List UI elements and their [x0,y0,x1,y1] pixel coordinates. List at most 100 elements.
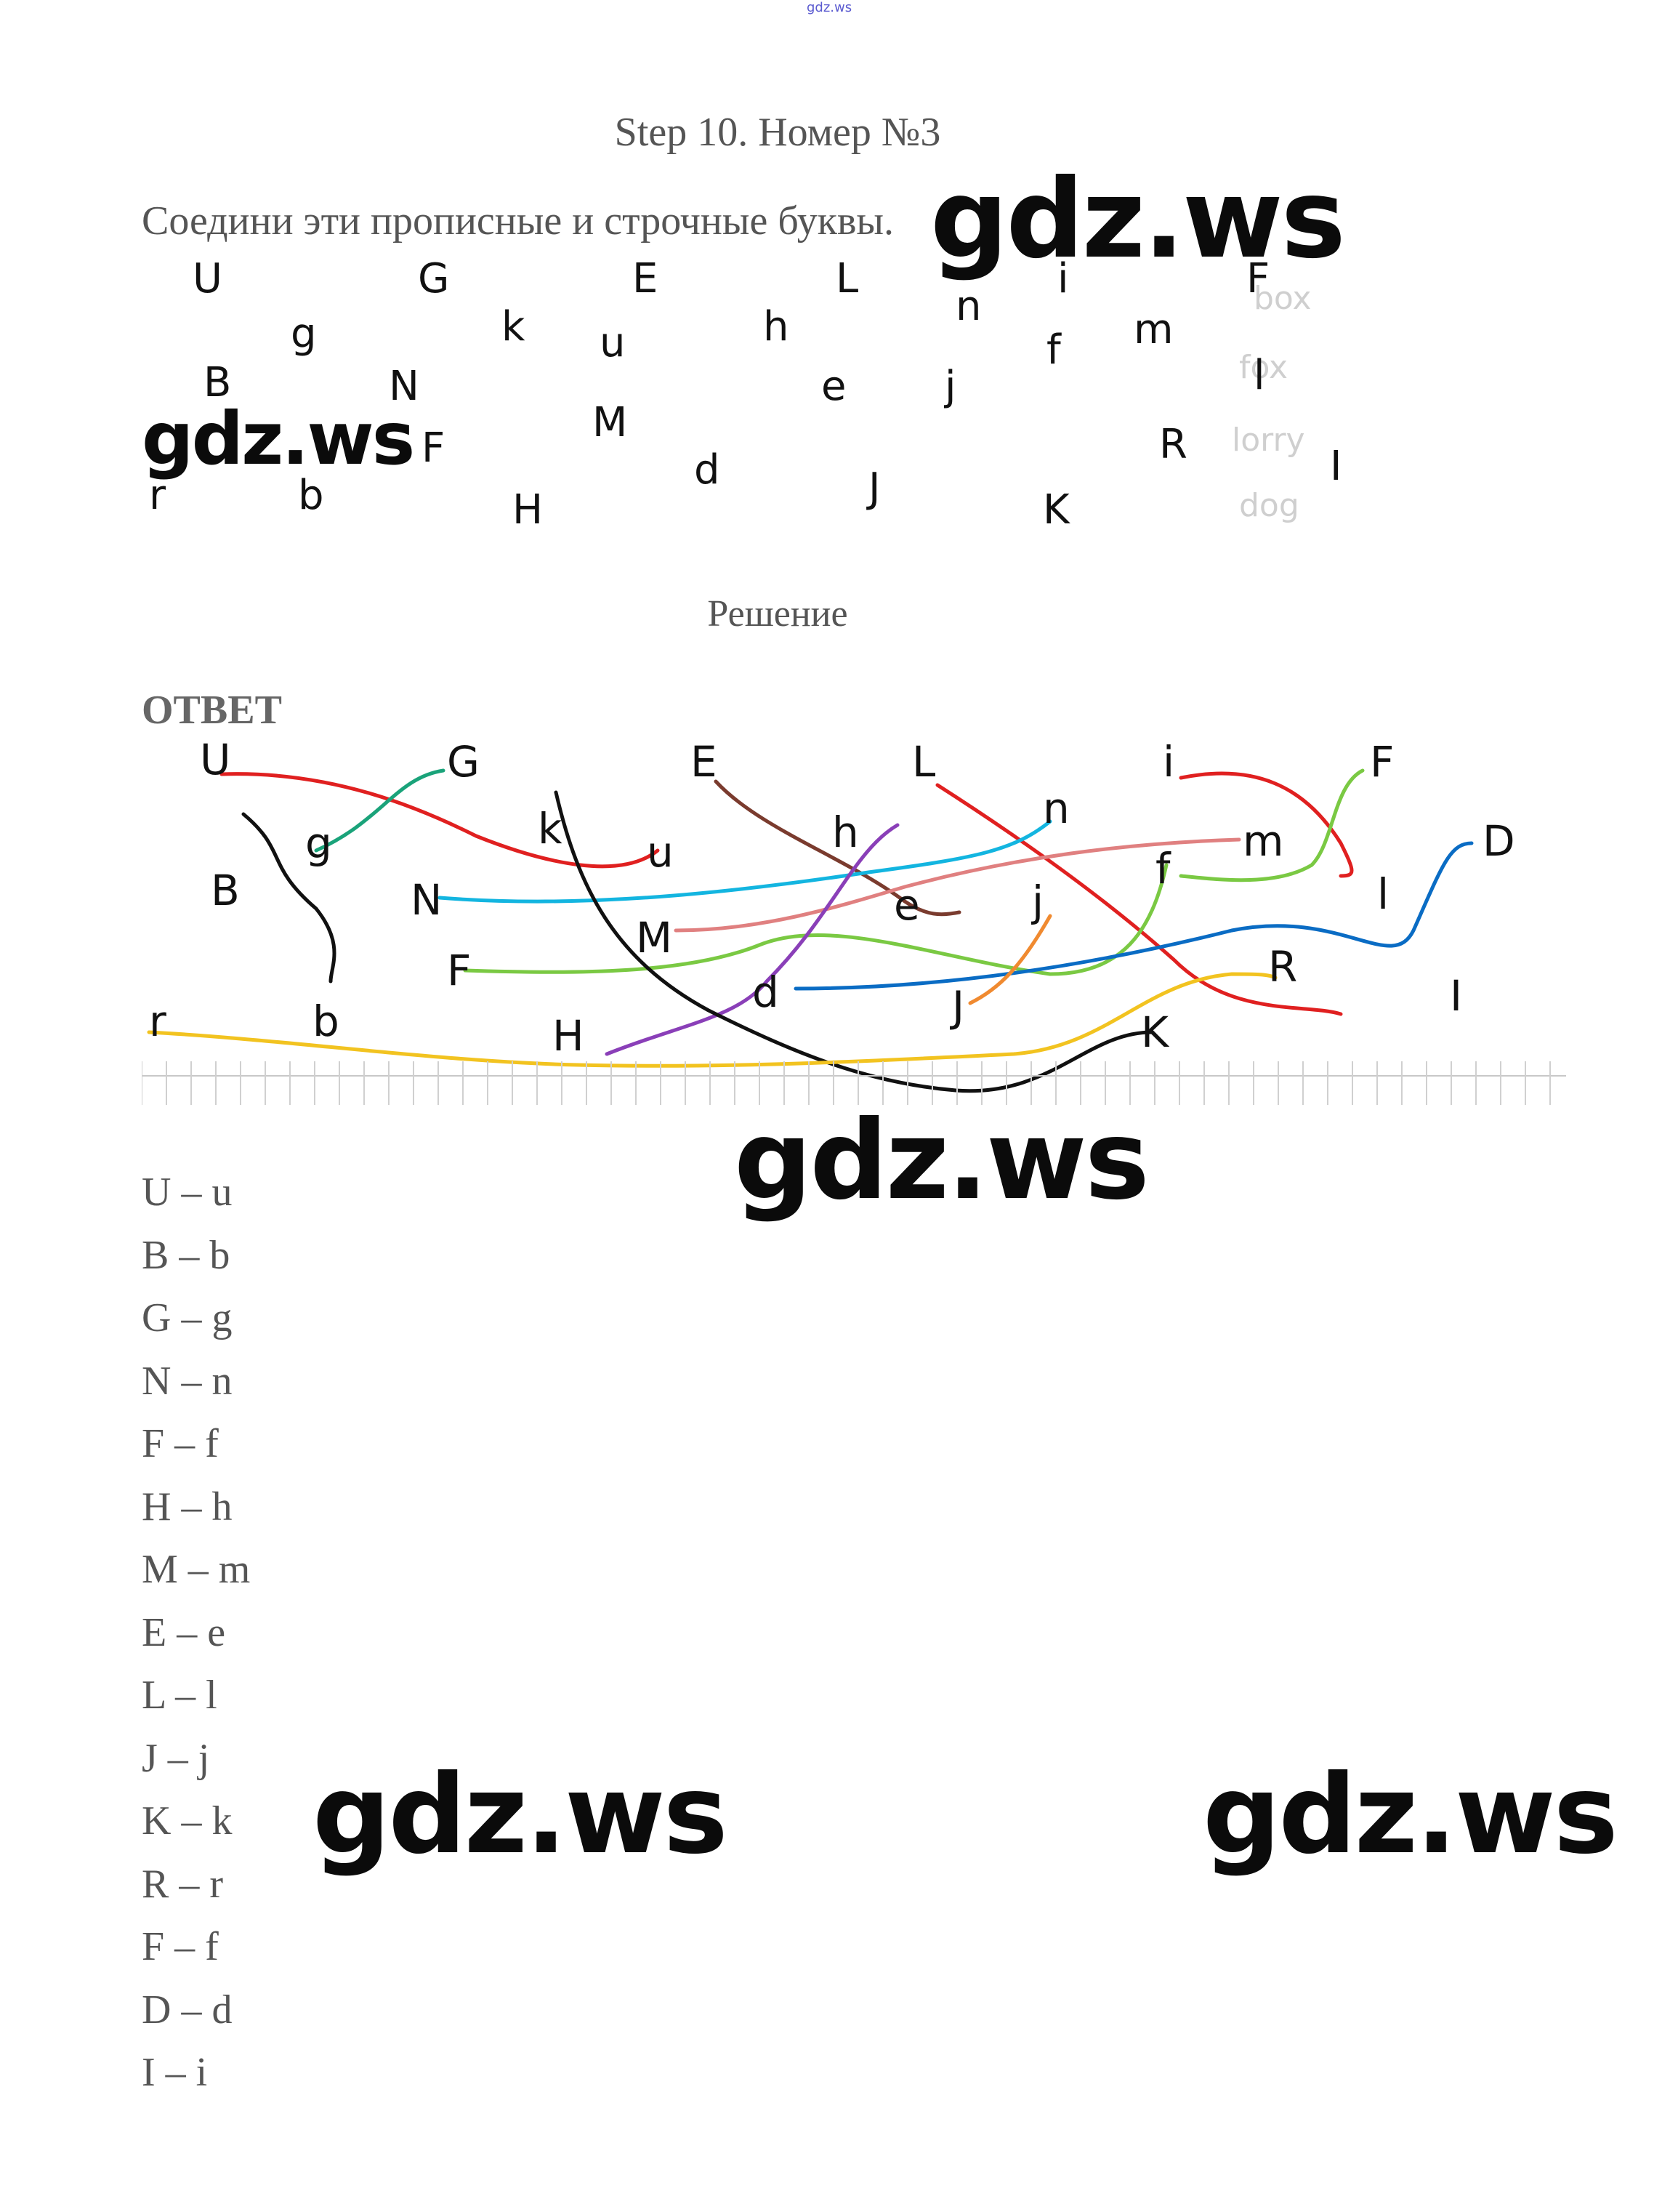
letter: F [1246,255,1270,302]
letter: N [389,363,419,410]
letter: E [632,255,658,302]
line-E-e [714,779,961,917]
watermark: gdz.ws [930,156,1346,283]
letter: i [1163,741,1174,787]
watermark: gdz.ws [734,1098,1150,1224]
page-title: Step 10. Номер №3 [614,110,941,155]
letter: i [1057,255,1069,302]
answer-pair: M – m [142,1547,251,1592]
solution-heading: Решение [707,593,848,635]
letter: J [950,982,964,1031]
letter: U [193,255,222,302]
letter: I [1450,971,1462,1021]
letter: G [447,741,480,787]
bg-word: dog [1239,487,1299,524]
answer-pair: L – l [142,1673,217,1718]
answer-matching-image: U G E L i F g k u h n m D f B N e j l M … [142,741,1566,1105]
letter: F [447,946,471,995]
letter: m [1243,816,1284,866]
line-L-l [935,783,1343,1016]
letter: L [912,741,935,787]
letter: h [763,303,789,350]
line-i-I [1179,771,1354,878]
line-r-R [147,972,1278,1068]
line-k-K [554,790,1154,1093]
line-N-n [437,819,1052,904]
letter: L [836,255,858,302]
answer-pairs-list: U – u B – b G – g N – n F – f H – h M – … [142,1167,250,2110]
answer-pair: U – u [142,1170,233,1215]
letter: B [203,359,231,406]
letter: h [832,808,859,857]
line-d-D [794,841,1474,991]
letter: F [1370,741,1394,787]
letter: u [600,319,626,366]
letter: n [956,283,982,330]
letter: K [1141,1008,1170,1057]
letter: j [943,363,956,410]
line-B-b [241,812,336,984]
answer-pair: I – i [142,2050,208,2095]
answer-pair: K – k [142,1798,233,1843]
letter: G [418,255,449,302]
letter: F [421,425,445,472]
line-H-h [605,823,900,1056]
answer-pair: J – j [142,1735,210,1781]
answer-label: ОТВЕТ [142,688,282,733]
letter: u [647,827,674,877]
exercise-instruction: Соедини эти прописные и строчные буквы. [142,198,895,244]
letter: d [752,968,779,1017]
line-J-j [968,914,1052,1005]
line-F-f [463,863,1169,976]
letter: m [1134,306,1174,353]
letter: g [291,310,317,358]
answer-pair: H – h [142,1484,233,1529]
ruler-ticks [142,1061,1551,1105]
letter: k [538,804,562,853]
bg-word: fox [1239,349,1288,386]
bg-word: lorry [1232,422,1305,459]
letter: M [636,913,672,962]
bg-word: box [1254,280,1312,317]
letter: r [149,997,166,1046]
answer-pair: F – f [142,1924,219,1969]
answer-pair: R – r [142,1861,223,1907]
watermark: gdz.ws [312,1752,728,1878]
letter: H [552,1011,584,1061]
letter: B [211,866,240,915]
answer-pair: B – b [142,1232,230,1278]
letter: U [200,741,230,784]
letter: r [149,472,166,519]
letter: l [1254,352,1265,399]
answer-pair: D – d [142,1987,233,2032]
line-M-m [674,837,1241,933]
answer-pair: N – n [142,1358,233,1404]
exercise-letters-image: box fox lorry dog U G E L i F g k u h n … [149,255,1342,534]
letter: R [1159,421,1187,468]
watermark: gdz.ws [1203,1752,1618,1878]
answer-pair: E – e [142,1609,226,1655]
letter: N [411,875,442,925]
letter: e [894,880,920,930]
letter: b [298,472,324,519]
answer-pair: F – f [142,1421,219,1466]
letter: R [1268,942,1297,992]
letter: J [866,464,881,512]
line-G-g [314,768,445,853]
letter: H [512,486,543,534]
letter: k [501,303,525,350]
letter: j [1030,877,1044,926]
letter: D [1483,816,1515,866]
letter: n [1043,784,1070,833]
letter: f [1046,326,1062,374]
answer-pair: G – g [142,1295,233,1340]
letter: g [305,819,332,868]
letter: M [592,399,627,446]
site-header-tag: gdz.ws [807,0,852,15]
letter: I [1330,443,1342,490]
letter: f [1155,844,1171,893]
letter: b [312,997,339,1046]
letter: d [694,446,720,494]
letter: K [1043,486,1070,534]
letter: e [821,363,846,410]
